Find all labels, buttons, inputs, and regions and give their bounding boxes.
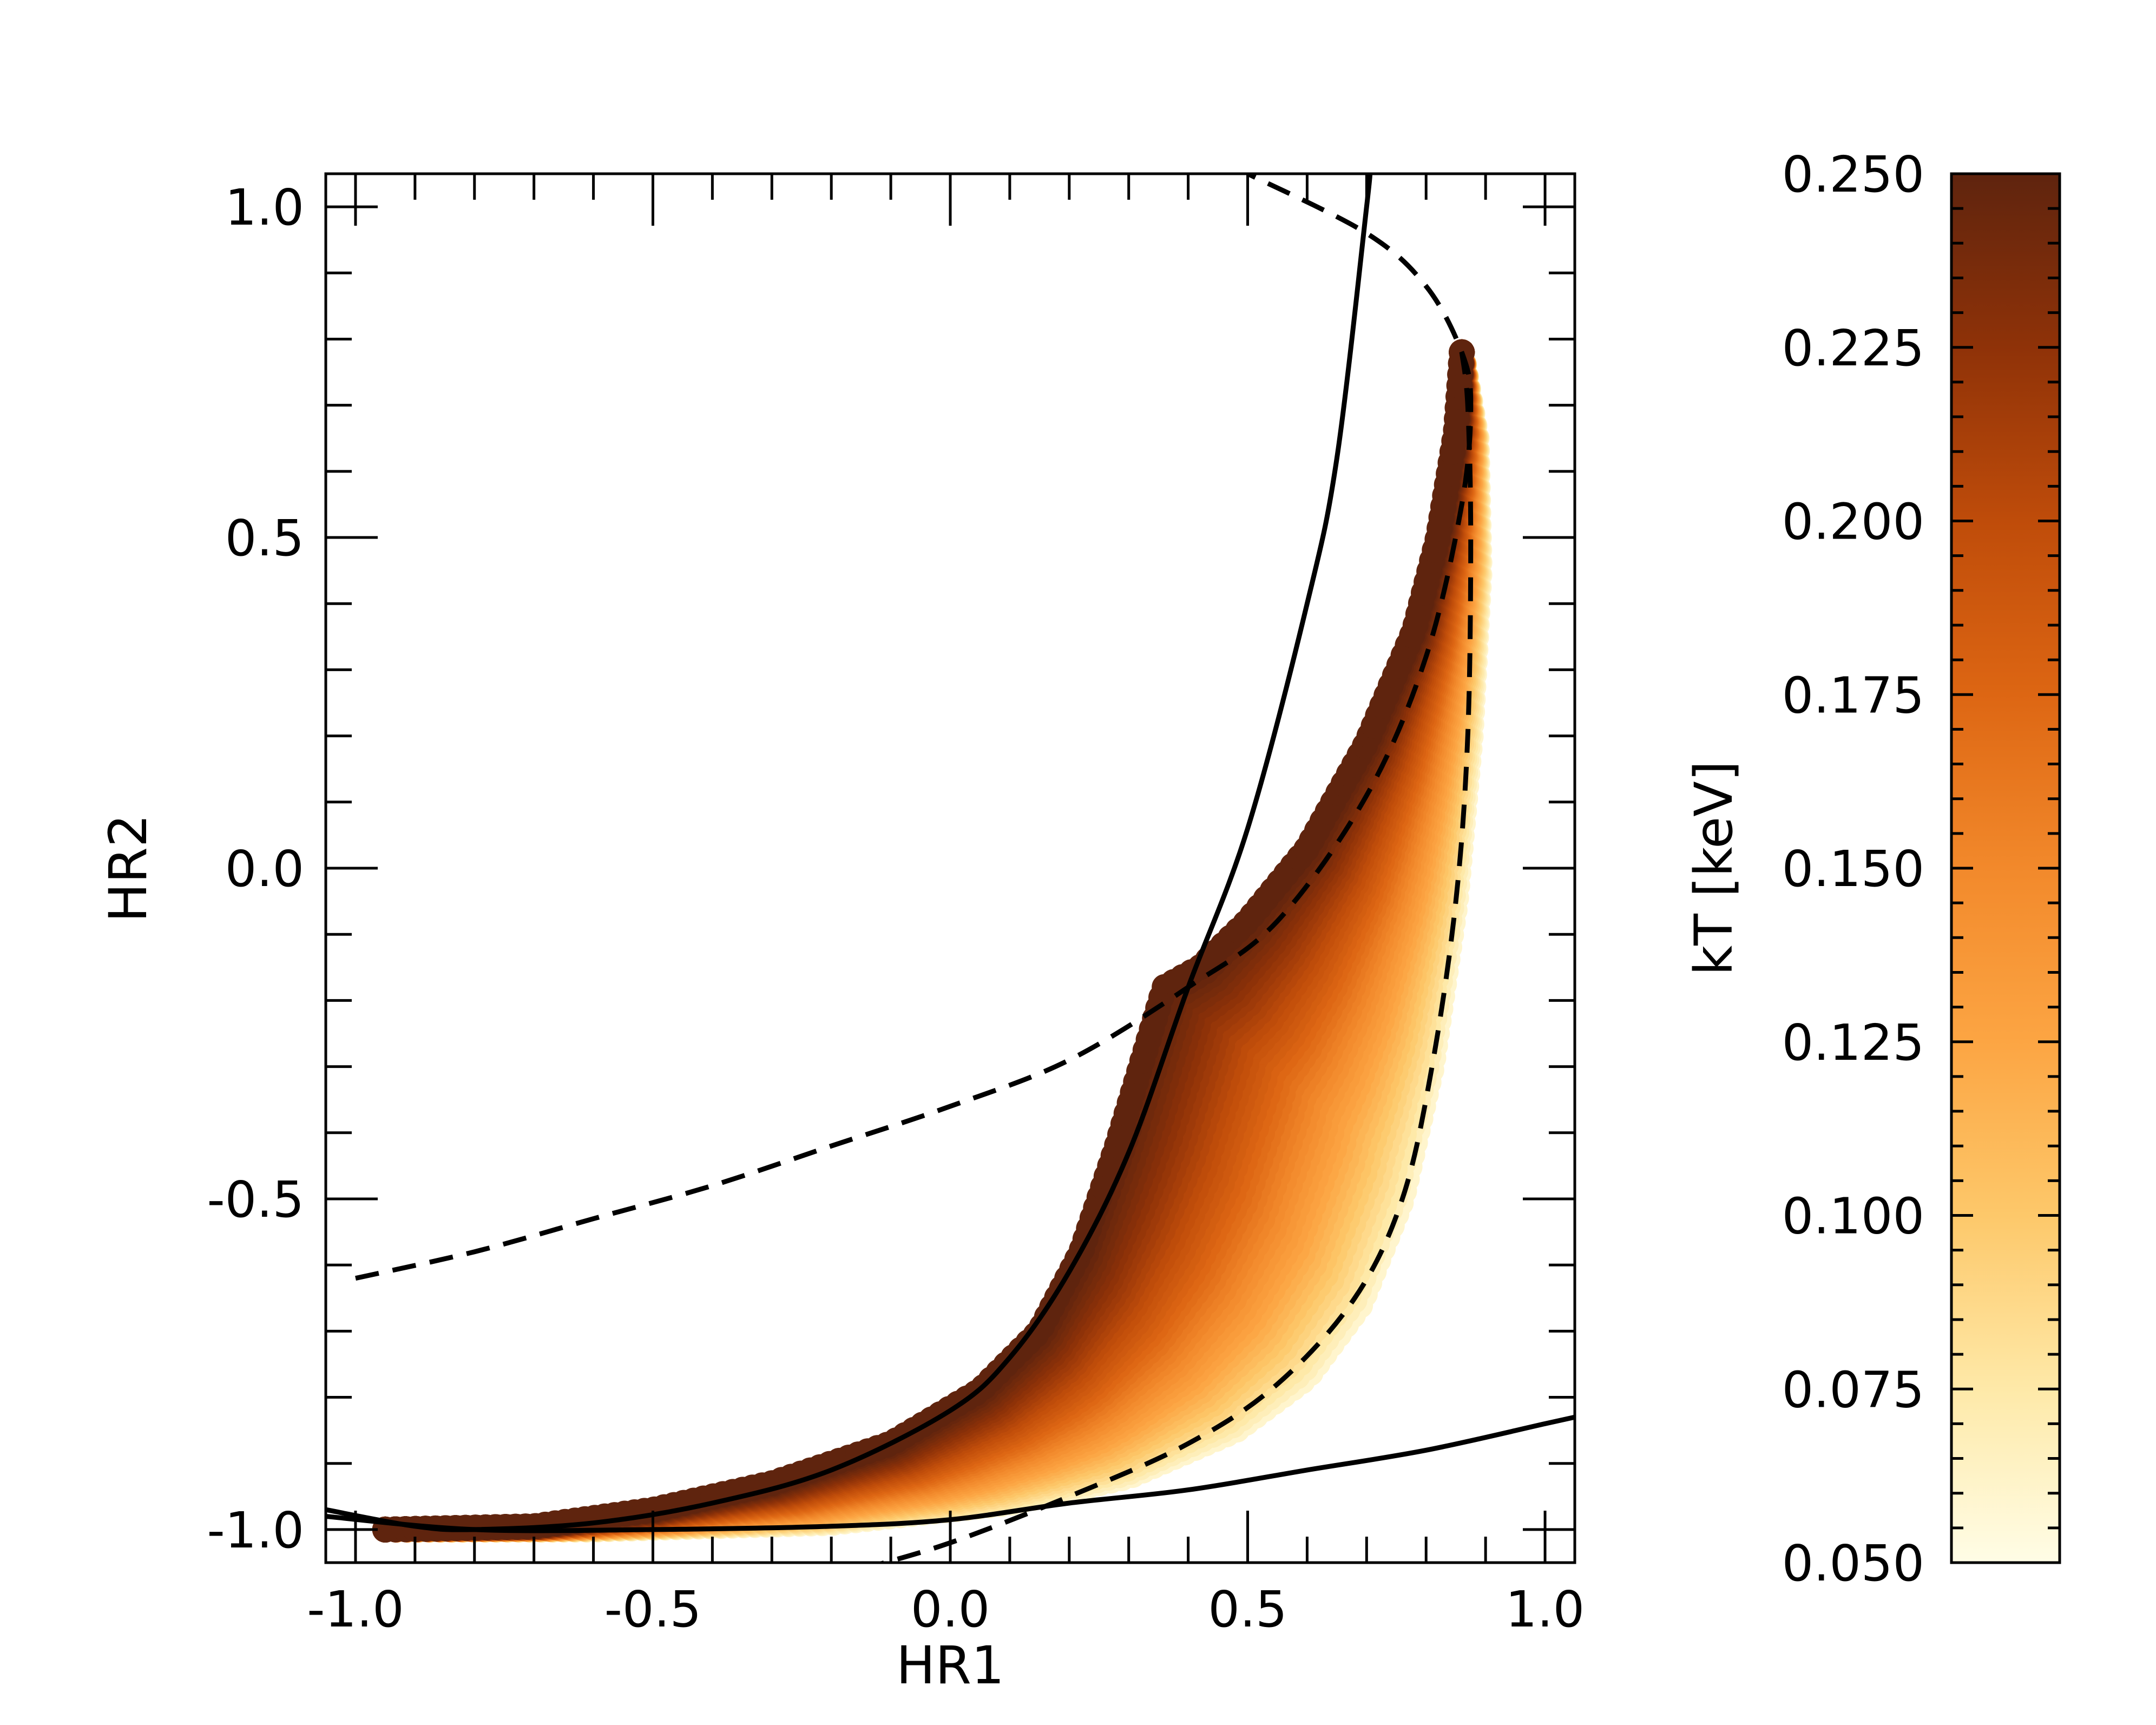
scatter-region (372, 339, 1493, 1543)
main-plot: -1.0 -0.5 0.0 0.5 1.0 1.00.50.0-0.5-1.0 HR1 … (98, 172, 1585, 1696)
